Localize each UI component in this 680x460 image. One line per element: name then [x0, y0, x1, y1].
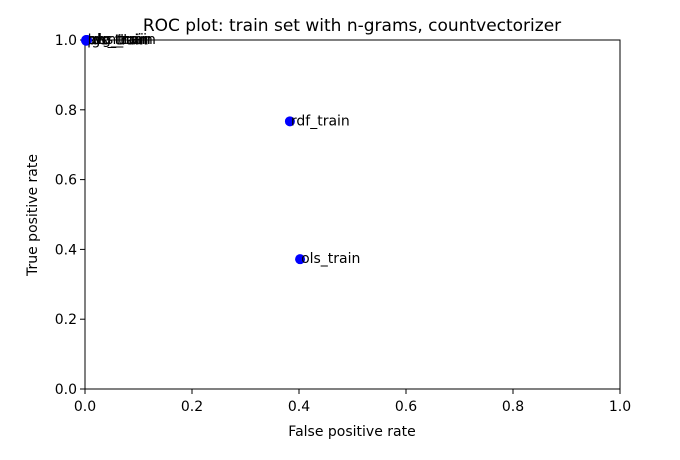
y-tick-label: 0.0: [55, 382, 77, 398]
plot-area: [84, 39, 621, 390]
x-tick-label: 0.8: [502, 399, 524, 415]
point-label-svm_train: svm_train: [87, 32, 156, 48]
data-point-rdf_train: [284, 116, 295, 127]
x-tick-label: 1.0: [609, 399, 631, 415]
point-label-prc_train: prc_train: [87, 33, 149, 49]
y-tick-label: 0.6: [55, 173, 77, 189]
point-label-nbs_train: nbs_train: [88, 32, 153, 48]
data-points: rdf_train ols_train svm_trainlgs_trainnbs_…: [81, 32, 360, 267]
x-tick-label: 0.4: [288, 399, 310, 415]
point-label-rdg_train: rdg_train: [88, 32, 151, 48]
point-label-ols_train: ols_train: [301, 251, 360, 267]
y-axis: 0.0 0.2 0.4 0.6 0.8 1.0: [55, 33, 85, 398]
x-axis-label: False positive rate: [288, 424, 415, 440]
y-tick-label: 1.0: [55, 33, 77, 49]
chart-title: ROC plot: train set with n-grams, countv…: [143, 16, 561, 36]
x-tick-label: 0.0: [74, 399, 96, 415]
x-axis: 0.0 0.2 0.4 0.6 0.8 1.0: [74, 389, 631, 415]
data-point-ols_train: [295, 254, 306, 265]
y-tick-label: 0.4: [55, 242, 77, 258]
point-label-lgs_train: lgs_train: [88, 32, 148, 48]
y-tick-label: 0.8: [55, 103, 77, 119]
point-label-rdf_train: rdf_train: [291, 113, 350, 129]
data-point-rdg_train: [81, 35, 92, 45]
x-tick-label: 0.6: [395, 399, 417, 415]
y-tick-label: 0.2: [55, 312, 77, 328]
y-axis-label: True positive rate: [25, 154, 41, 277]
x-tick-label: 0.2: [181, 399, 203, 415]
